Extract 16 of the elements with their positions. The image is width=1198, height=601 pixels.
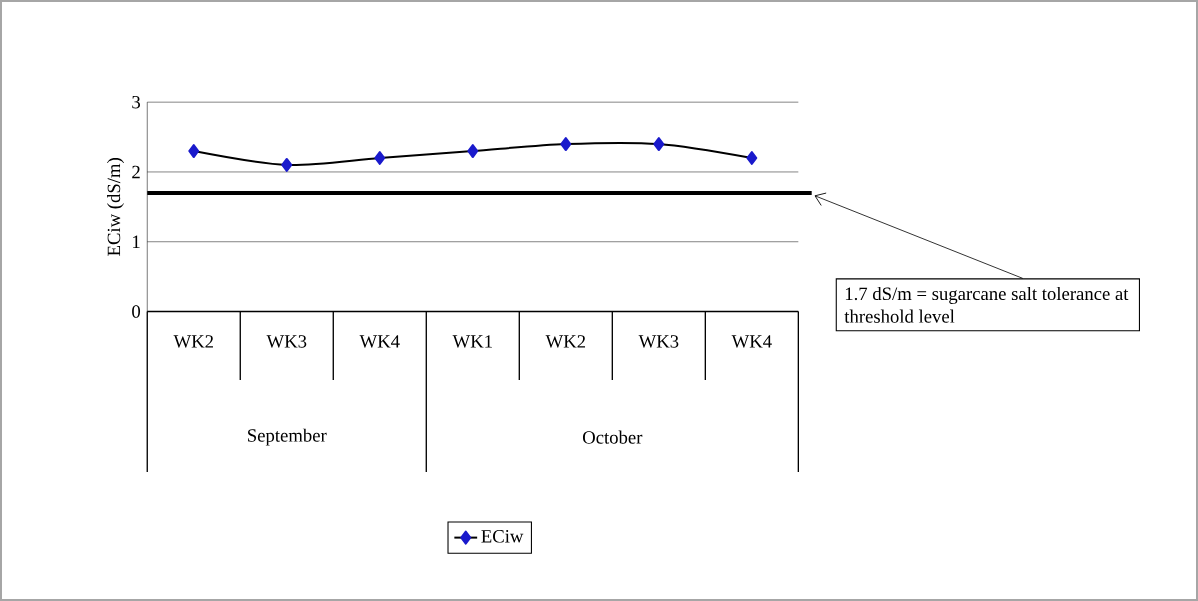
- x-tick-label: WK2: [545, 335, 586, 348]
- y-tick-label: 0: [132, 305, 141, 318]
- text: October: [582, 430, 643, 444]
- text: September: [248, 428, 327, 446]
- x-tick-label: WK3: [266, 335, 307, 348]
- x-tick-label: WK4: [731, 335, 772, 348]
- y-tick-label: 2: [132, 165, 140, 179]
- x-tick-label: WK3: [638, 335, 679, 348]
- y-axis-title: ECiw (dS/m): [107, 158, 125, 256]
- y-tick-label: 1: [133, 235, 140, 248]
- x-tick-label: WK4: [359, 335, 400, 348]
- y-tick-label: 3: [132, 95, 141, 109]
- x-tick-label: WK1: [452, 335, 492, 348]
- ref-line-label: 1.7 dS/m = sugarcane salt tolerance at threshold level: [844, 286, 1129, 323]
- x-tick-label: WK2: [173, 335, 213, 348]
- legend-label: ECiw: [481, 530, 524, 543]
